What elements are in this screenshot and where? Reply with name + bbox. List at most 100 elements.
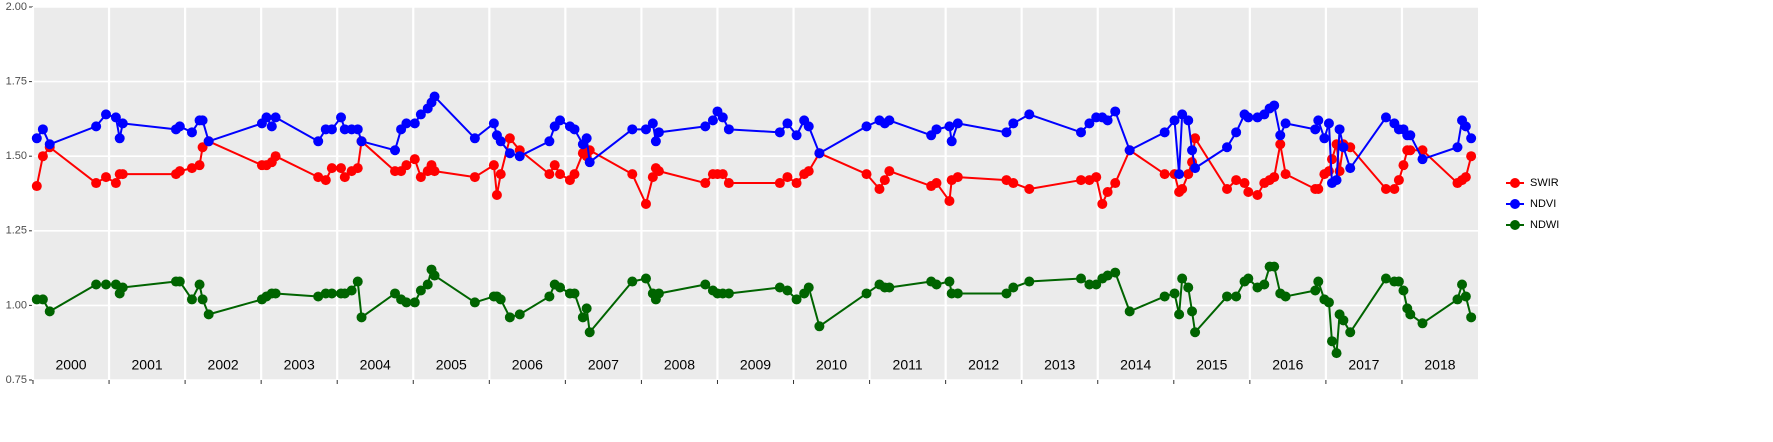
data-point bbox=[1334, 124, 1345, 135]
data-point bbox=[653, 288, 664, 299]
data-point bbox=[879, 175, 890, 186]
legend-key bbox=[1510, 220, 1520, 230]
data-point bbox=[31, 181, 42, 192]
data-point bbox=[544, 169, 555, 180]
data-point bbox=[581, 303, 592, 314]
data-point bbox=[1110, 106, 1121, 117]
data-point bbox=[803, 166, 814, 177]
data-point bbox=[346, 285, 357, 296]
data-point bbox=[1380, 273, 1391, 284]
data-point bbox=[1091, 172, 1102, 183]
data-point bbox=[1345, 142, 1356, 153]
data-point bbox=[1076, 127, 1087, 138]
data-point bbox=[429, 91, 440, 102]
y-tick-label: 1.75 bbox=[6, 76, 27, 88]
year-label: 2004 bbox=[360, 357, 391, 373]
data-point bbox=[101, 172, 112, 183]
data-point bbox=[1001, 127, 1012, 138]
data-point bbox=[1102, 270, 1113, 281]
data-point bbox=[186, 163, 197, 174]
data-point bbox=[1243, 112, 1254, 123]
data-point bbox=[861, 169, 872, 180]
data-point bbox=[717, 169, 728, 180]
data-point bbox=[640, 124, 651, 135]
data-point bbox=[495, 294, 506, 305]
data-point bbox=[1076, 175, 1087, 186]
data-point bbox=[197, 115, 208, 126]
year-label: 2008 bbox=[664, 357, 695, 373]
y-tick-label: 0.75 bbox=[6, 374, 27, 386]
data-point bbox=[1275, 130, 1286, 141]
data-point bbox=[549, 160, 560, 171]
data-point bbox=[1280, 118, 1291, 129]
data-point bbox=[861, 121, 872, 132]
data-point bbox=[707, 115, 718, 126]
data-point bbox=[723, 124, 734, 135]
data-point bbox=[584, 157, 595, 168]
data-point bbox=[1183, 115, 1194, 126]
data-point bbox=[1345, 327, 1356, 338]
data-point bbox=[791, 178, 802, 189]
data-point bbox=[352, 163, 363, 174]
data-point bbox=[186, 294, 197, 305]
data-point bbox=[270, 112, 281, 123]
data-point bbox=[270, 288, 281, 299]
data-point bbox=[401, 297, 412, 308]
year-label: 2007 bbox=[588, 357, 619, 373]
year-label: 2003 bbox=[284, 357, 315, 373]
data-point bbox=[1076, 273, 1087, 284]
data-point bbox=[1380, 112, 1391, 123]
data-point bbox=[884, 282, 895, 293]
data-point bbox=[1466, 133, 1477, 144]
data-point bbox=[313, 172, 324, 183]
data-point bbox=[1466, 151, 1477, 162]
data-point bbox=[117, 282, 128, 293]
data-point bbox=[782, 118, 793, 129]
data-point bbox=[356, 312, 367, 323]
data-point bbox=[495, 169, 506, 180]
data-point bbox=[1222, 291, 1233, 302]
data-point bbox=[194, 279, 205, 290]
data-point bbox=[1159, 169, 1170, 180]
data-point bbox=[1457, 279, 1468, 290]
data-point bbox=[874, 184, 885, 195]
data-point bbox=[110, 112, 121, 123]
y-tick-label: 2.00 bbox=[6, 1, 27, 13]
data-point bbox=[1084, 118, 1095, 129]
data-point bbox=[1280, 169, 1291, 180]
data-point bbox=[326, 124, 337, 135]
data-point bbox=[544, 291, 555, 302]
year-label: 2016 bbox=[1272, 357, 1303, 373]
data-point bbox=[409, 297, 420, 308]
data-point bbox=[174, 121, 185, 132]
data-point bbox=[1326, 336, 1337, 347]
data-point bbox=[1231, 175, 1242, 186]
data-point bbox=[1159, 127, 1170, 138]
year-label: 2005 bbox=[436, 357, 467, 373]
data-point bbox=[1183, 169, 1194, 180]
data-point bbox=[174, 166, 185, 177]
data-point bbox=[1102, 187, 1113, 198]
data-point bbox=[700, 121, 711, 132]
data-point bbox=[803, 282, 814, 293]
data-point bbox=[814, 148, 825, 159]
data-point bbox=[495, 136, 506, 147]
year-label: 2013 bbox=[1044, 357, 1075, 373]
data-point bbox=[429, 166, 440, 177]
data-point bbox=[1405, 130, 1416, 141]
data-point bbox=[469, 297, 480, 308]
data-point bbox=[261, 112, 272, 123]
data-point bbox=[1024, 276, 1035, 287]
year-label: 2001 bbox=[132, 357, 163, 373]
data-point bbox=[700, 178, 711, 189]
data-point bbox=[1159, 291, 1170, 302]
data-point bbox=[782, 172, 793, 183]
data-point bbox=[326, 163, 337, 174]
data-point bbox=[37, 151, 48, 162]
data-point bbox=[203, 309, 214, 320]
data-point bbox=[422, 279, 433, 290]
data-point bbox=[544, 136, 555, 147]
data-point bbox=[1239, 178, 1250, 189]
data-point bbox=[1310, 124, 1321, 135]
